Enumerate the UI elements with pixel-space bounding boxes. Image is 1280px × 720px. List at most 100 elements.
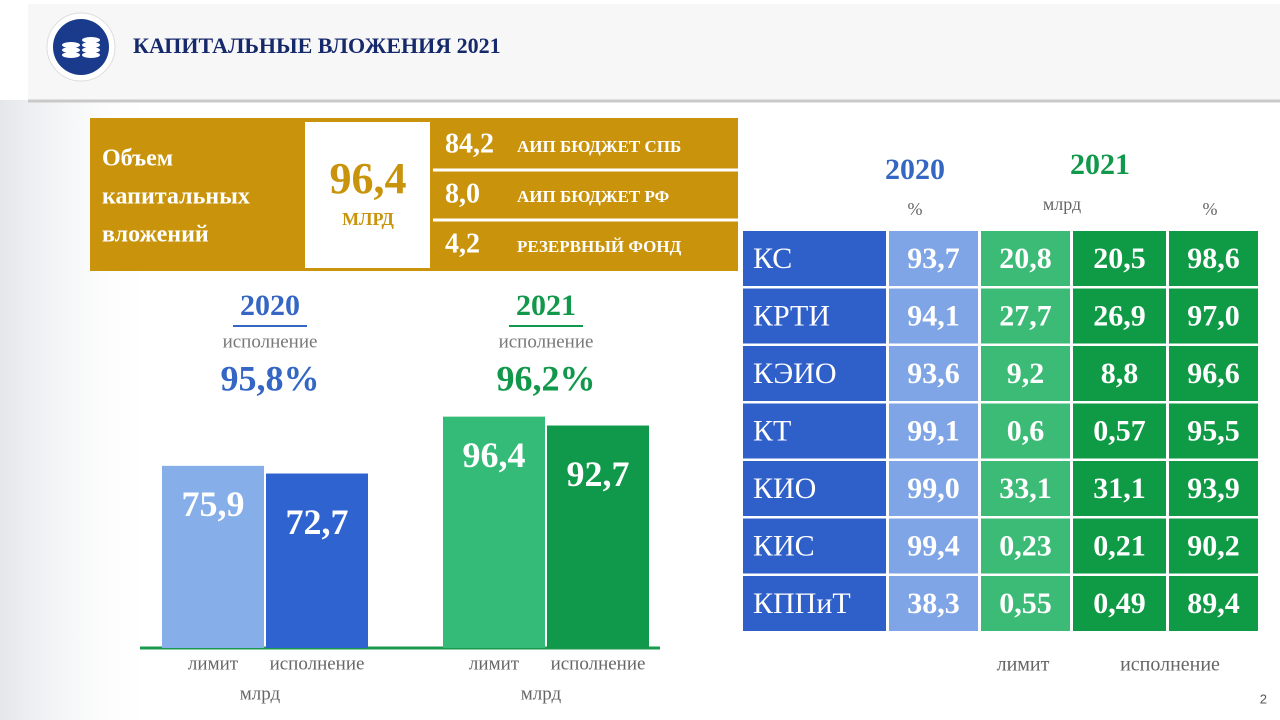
chart-rate: 95,8%	[221, 358, 320, 398]
table-cell	[889, 231, 978, 286]
summary-label: Объем	[102, 146, 173, 172]
table-cell	[743, 461, 886, 516]
table-cell-text: 95,5	[1187, 414, 1240, 447]
bar-value-label: 72,7	[286, 502, 349, 542]
unit-label: млрд	[240, 683, 281, 704]
table-cell	[743, 231, 886, 286]
x-tick-label: исполнение	[270, 653, 365, 674]
table-cell-text: 89,4	[1187, 587, 1240, 620]
bar-value-label: 75,9	[182, 484, 245, 524]
table-cell-text: 20,5	[1093, 242, 1146, 275]
table-cell-text: 0,57	[1093, 414, 1146, 447]
table-cell-text: 0,55	[999, 587, 1052, 620]
table-cell	[889, 518, 978, 574]
chart-caption: исполнение	[499, 331, 594, 352]
table-cell-text: 8,8	[1101, 357, 1139, 390]
table-cell	[889, 403, 978, 459]
table-cell-text: 20,8	[999, 242, 1052, 275]
summary-item-value: 84,2	[445, 128, 494, 159]
table-cell-text: КИО	[753, 472, 816, 505]
table-cell-text: 94,1	[907, 299, 960, 332]
table-cell	[743, 288, 886, 344]
summary-item-label: АИП БЮДЖЕТ СПБ	[517, 137, 681, 156]
table-footer: исполнение	[1120, 654, 1220, 676]
bar-value-label: 96,4	[463, 435, 526, 475]
table-cell-text: 0,49	[1093, 587, 1146, 620]
table-unit: млрд	[1043, 194, 1081, 214]
table-cell-text: 98,6	[1187, 242, 1240, 275]
bar	[443, 416, 545, 648]
logo-icon	[53, 19, 109, 75]
table-cell	[981, 403, 1070, 459]
table-unit: %	[908, 199, 923, 219]
table-footer: лимит	[997, 654, 1050, 676]
table-unit: %	[1203, 199, 1218, 219]
table-cell	[889, 346, 978, 401]
table-cell	[1073, 288, 1166, 344]
table-cell	[981, 576, 1070, 631]
table-cell-text: 90,2	[1187, 529, 1240, 562]
chart-year: 2020	[240, 289, 300, 322]
table-cell-text: 96,6	[1187, 357, 1240, 390]
summary-item-value: 8,0	[445, 178, 480, 209]
chart-year: 2021	[516, 289, 576, 322]
summary-label: вложений	[102, 222, 209, 248]
table-cell	[981, 231, 1070, 286]
bar	[162, 465, 264, 648]
summary-total: 96,4	[330, 154, 407, 203]
table-cell	[743, 518, 886, 574]
summary-item-value: 4,2	[445, 228, 480, 259]
summary-unit: МЛРД	[342, 209, 394, 229]
table-cell	[1073, 346, 1166, 401]
table-cell-text: КРТИ	[753, 299, 830, 332]
bar-value-label: 92,7	[567, 454, 630, 494]
chart-rate: 96,2%	[497, 358, 596, 398]
page-number: 2	[1260, 691, 1267, 706]
table-cell-text: 0,21	[1093, 529, 1146, 562]
title: КАПИТАЛЬНЫЕ ВЛОЖЕНИЯ 2021	[133, 33, 501, 58]
table-cell	[1073, 576, 1166, 631]
table-cell-text: 9,2	[1007, 357, 1045, 390]
summary-label: капитальных	[102, 184, 250, 210]
table-cell-text: 99,1	[907, 414, 960, 447]
table-cell	[981, 518, 1070, 574]
table-cell-text: 93,6	[907, 357, 960, 390]
x-tick-label: лимит	[469, 653, 520, 674]
table-cell	[981, 346, 1070, 401]
table-cell-text: 99,0	[907, 472, 960, 505]
x-tick-label: лимит	[188, 653, 239, 674]
table-cell	[1169, 576, 1258, 631]
bar	[547, 425, 649, 648]
table-cell-text: 99,4	[907, 529, 960, 562]
unit-label: млрд	[521, 683, 562, 704]
table-cell-text: 33,1	[999, 472, 1052, 505]
table-cell	[743, 403, 886, 459]
table-cell-text: КЭИО	[753, 357, 837, 390]
table-cell-text: 26,9	[1093, 299, 1146, 332]
table-cell	[889, 461, 978, 516]
table-cell	[1169, 403, 1258, 459]
header-bar	[28, 4, 1280, 100]
table-cell	[1169, 346, 1258, 401]
summary-item-label: АИП БЮДЖЕТ РФ	[517, 187, 669, 206]
table-cell-text: КППиТ	[753, 587, 851, 620]
table-cell	[743, 346, 886, 401]
table-cell-text: 31,1	[1093, 472, 1146, 505]
table-cell-text: 93,9	[1187, 472, 1240, 505]
table-cell	[1169, 231, 1258, 286]
table-year: 2020	[885, 153, 945, 186]
table-cell-text: 27,7	[999, 299, 1052, 332]
table-cell	[743, 576, 886, 631]
coins-icon	[62, 37, 100, 58]
table-cell	[1073, 461, 1166, 516]
table-cell-text: 97,0	[1187, 299, 1240, 332]
chart-caption: исполнение	[223, 331, 318, 352]
table-cell-text: 0,6	[1007, 414, 1045, 447]
table-cell	[889, 576, 978, 631]
table-cell	[1073, 231, 1166, 286]
table-year: 2021	[1070, 148, 1130, 181]
table-cell	[1073, 518, 1166, 574]
table-cell	[1169, 288, 1258, 344]
summary-item-label: РЕЗЕРВНЫЙ ФОНД	[517, 237, 682, 256]
